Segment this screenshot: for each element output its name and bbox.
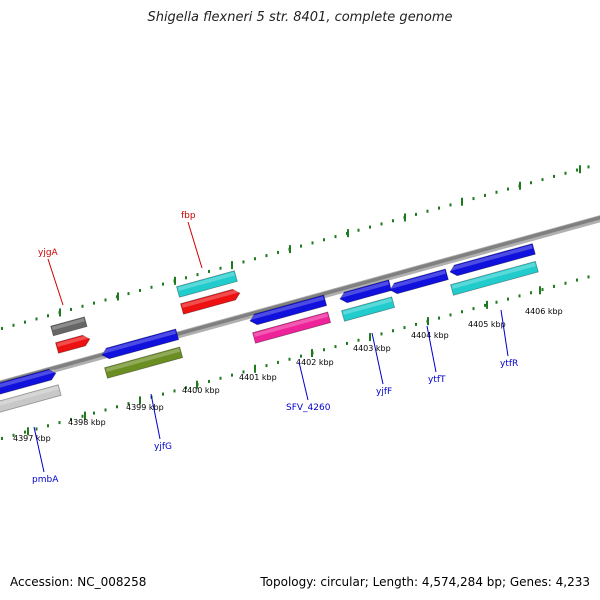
gene-label[interactable]: yjgA	[38, 248, 59, 258]
map-title: Shigella flexneri 5 str. 8401, complete …	[147, 10, 453, 25]
gene-cyan-block-2[interactable]	[341, 296, 396, 322]
scale-label: 4398 kbp	[68, 418, 106, 427]
gene-label[interactable]: SFV_4260	[286, 403, 331, 413]
gene-grey-light-block[interactable]	[0, 384, 62, 413]
scale-label: 4404 kbp	[411, 331, 449, 340]
gene-callout-yjfg[interactable]: yjfG	[150, 393, 172, 452]
gene-yjgA[interactable]	[55, 334, 92, 354]
gene-fbp[interactable]	[180, 288, 242, 315]
gene-label[interactable]: yjfF	[376, 387, 392, 397]
gene-label[interactable]: yjfG	[154, 442, 172, 452]
gene-cyan-block-1[interactable]	[176, 270, 238, 298]
lower-tick-track	[1, 275, 590, 440]
gene-yjfG[interactable]	[104, 346, 184, 379]
scale-label: 4397 kbp	[13, 434, 51, 443]
upper-tick-track	[1, 165, 590, 330]
gene-pmbA[interactable]	[0, 368, 57, 395]
gene-callout-ytft[interactable]: ytfT	[426, 325, 446, 385]
accession-label: Accession: NC_008258	[10, 575, 147, 589]
gene-label[interactable]: ytfT	[428, 375, 446, 385]
genome-backbone-core	[0, 215, 600, 385]
gene-blue-block-1[interactable]	[249, 294, 328, 326]
scale-label: 4405 kbp	[468, 320, 506, 329]
scale-label: 4401 kbp	[239, 373, 277, 382]
gene-callout-pmba[interactable]: pmbA	[32, 426, 59, 485]
gene-blue-block-2[interactable]	[101, 328, 180, 360]
gene-callout-yjff[interactable]: yjfF	[371, 332, 392, 397]
scale-label: 4399 kbp	[126, 403, 164, 412]
gene-ytfR-arrow[interactable]	[449, 243, 536, 278]
gene-callout-yjga[interactable]: yjgA	[38, 248, 64, 306]
gene-SFV_4260[interactable]	[252, 311, 332, 344]
scale-label: 4403 kbp	[353, 344, 391, 353]
gene-label[interactable]: fbp	[181, 211, 196, 221]
scale-label: 4400 kbp	[182, 386, 220, 395]
scale-label: 4402 kbp	[296, 358, 334, 367]
gene-ytfT[interactable]	[389, 268, 449, 295]
gene-callout-sfv_4260[interactable]: SFV_4260	[286, 361, 331, 413]
scale-labels: 4397 kbp 4398 kbp 4399 kbp 4400 kbp 4401 kbp…	[13, 307, 563, 443]
gene-callout-ytfr[interactable]: ytfR	[500, 309, 518, 369]
gene-cyan-block-3[interactable]	[450, 260, 539, 296]
gene-callout-fbp[interactable]: fbp	[181, 211, 203, 269]
gene-grey-block[interactable]	[50, 316, 88, 337]
scale-label: 4406 kbp	[525, 307, 563, 316]
genome-summary: Topology: circular; Length: 4,574,284 bp…	[260, 575, 590, 589]
gene-yjfF-arrow[interactable]	[339, 279, 393, 304]
gene-label[interactable]: pmbA	[32, 475, 59, 485]
gene-label[interactable]: ytfR	[500, 359, 518, 369]
